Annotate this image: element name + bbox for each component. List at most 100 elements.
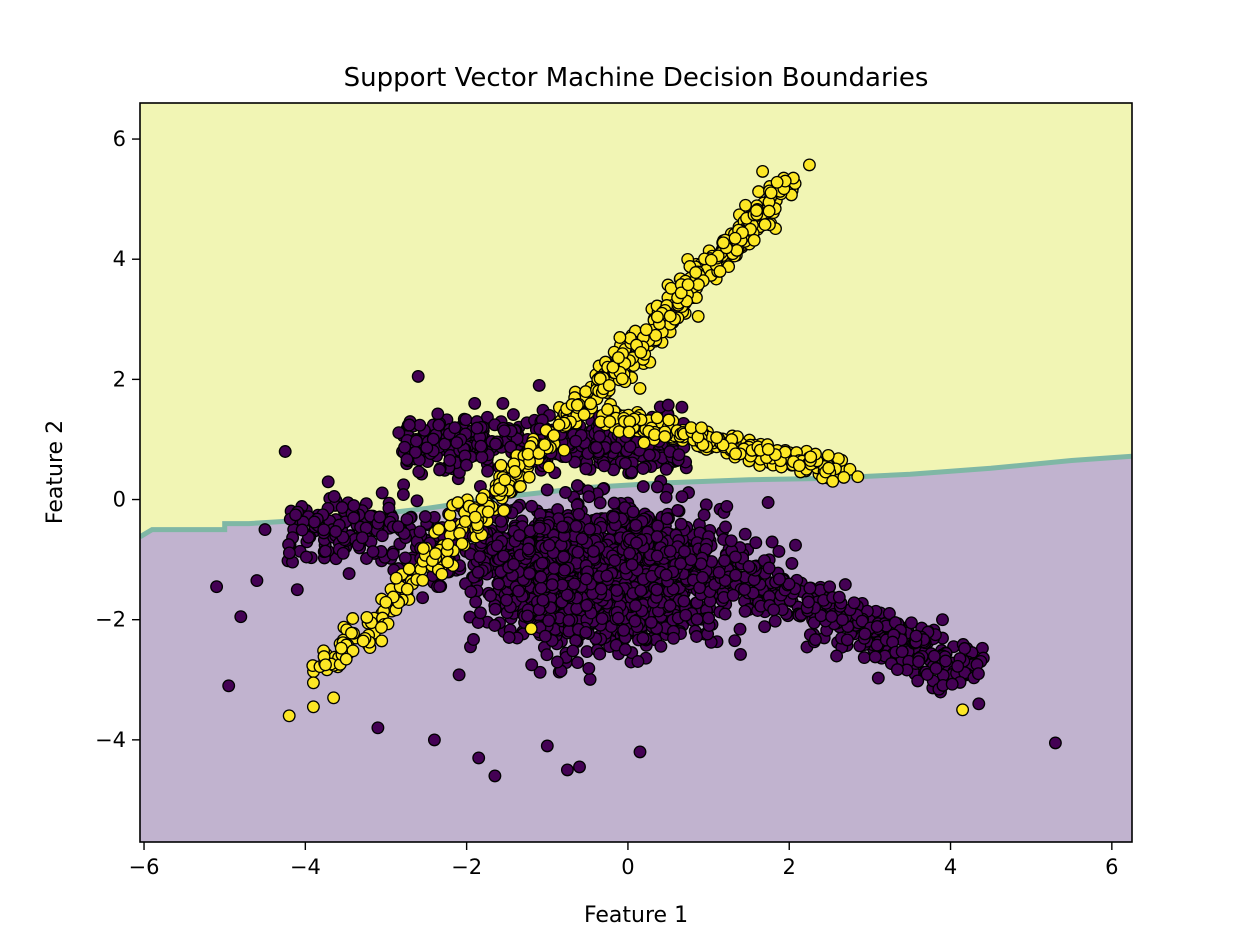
class-1-point [710, 431, 724, 445]
class-0-point [675, 490, 689, 504]
class-0-point [450, 436, 464, 450]
class-0-point [542, 538, 556, 552]
class-0-point [728, 550, 742, 564]
class-0-point [418, 510, 432, 524]
class-0-point [433, 463, 447, 477]
class-0-point [767, 603, 781, 617]
class-0-point [489, 437, 503, 451]
class-0-point [583, 672, 597, 686]
class-1-point [306, 700, 320, 714]
class-0-point [847, 596, 861, 610]
class-0-point [336, 546, 350, 560]
class-1-point [547, 429, 561, 442]
class-1-point [542, 460, 556, 474]
class-0-point [625, 465, 639, 479]
class-0-point [452, 668, 466, 682]
class-0-point [672, 448, 686, 462]
class-0-point [608, 554, 622, 567]
class-1-point [611, 351, 625, 365]
class-0-point [558, 563, 572, 577]
class-0-point [768, 614, 782, 628]
class-0-point [512, 528, 526, 542]
class-0-point [497, 549, 511, 563]
class-0-point [661, 398, 675, 412]
class-0-point [580, 598, 594, 612]
class-1-point [389, 571, 403, 585]
class-0-point [761, 496, 775, 509]
class-1-point [400, 582, 414, 596]
class-0-point [464, 585, 478, 599]
class-0-point [589, 440, 603, 454]
class-0-point [610, 584, 624, 597]
class-0-point [636, 631, 650, 645]
class-0-point [507, 557, 521, 571]
class-0-point [726, 588, 740, 602]
class-0-point [550, 655, 564, 669]
class-1-point [319, 658, 332, 672]
class-0-point [250, 574, 264, 588]
y-tick-label: 2 [113, 367, 126, 391]
class-0-point [697, 508, 711, 522]
class-0-point [626, 505, 640, 519]
class-0-point [532, 378, 546, 392]
class-1-point [451, 496, 465, 510]
y-tick-label: 6 [113, 127, 126, 151]
class-1-point [730, 243, 744, 257]
class-0-point [617, 623, 631, 637]
class-0-point [945, 677, 959, 691]
y-tick-label: −2 [95, 608, 126, 632]
class-0-point [534, 570, 548, 584]
class-0-point [939, 654, 953, 668]
class-1-point [432, 522, 446, 536]
class-0-point [857, 651, 871, 665]
class-1-point [826, 474, 840, 488]
class-0-point [426, 432, 440, 446]
class-0-point [644, 615, 658, 629]
x-tick-label: 4 [944, 855, 957, 879]
class-0-point [629, 518, 643, 532]
class-1-point [356, 634, 370, 648]
class-0-point [557, 550, 571, 564]
class-0-point [594, 582, 608, 596]
class-1-point [758, 218, 772, 232]
class-0-point [536, 593, 550, 607]
class-0-point [712, 565, 726, 579]
class-1-point [513, 480, 527, 493]
class-1-point [622, 425, 636, 439]
class-0-point [569, 434, 583, 448]
class-0-point [290, 583, 304, 597]
class-1-point [375, 634, 389, 648]
class-0-point [494, 514, 508, 528]
class-0-point [772, 544, 786, 558]
class-0-point [560, 763, 574, 777]
class-1-point [764, 186, 778, 200]
class-1-point [282, 709, 296, 723]
class-1-point [729, 447, 743, 461]
class-1-point [475, 492, 489, 506]
class-0-point [789, 538, 802, 552]
class-0-point [413, 525, 427, 539]
class-0-point [496, 396, 510, 410]
class-1-point [747, 233, 761, 247]
class-1-point [524, 622, 538, 636]
class-1-point [481, 505, 495, 519]
y-tick-label: 0 [113, 488, 126, 512]
class-0-point [832, 590, 846, 604]
class-0-point [299, 550, 313, 564]
class-0-point [593, 496, 607, 510]
class-1-point [634, 345, 648, 359]
class-0-point [398, 440, 412, 454]
class-0-point [410, 494, 424, 508]
class-0-point [375, 529, 389, 543]
class-0-point [521, 609, 534, 623]
class-0-point [412, 465, 426, 479]
class-0-point [835, 613, 849, 627]
class-0-point [559, 486, 572, 499]
class-0-point [729, 568, 743, 582]
class-0-point [468, 396, 482, 410]
class-0-point [633, 745, 647, 759]
class-0-point [535, 556, 549, 570]
class-0-point [402, 418, 416, 432]
class-0-point [570, 479, 584, 493]
class-0-point [355, 531, 369, 545]
